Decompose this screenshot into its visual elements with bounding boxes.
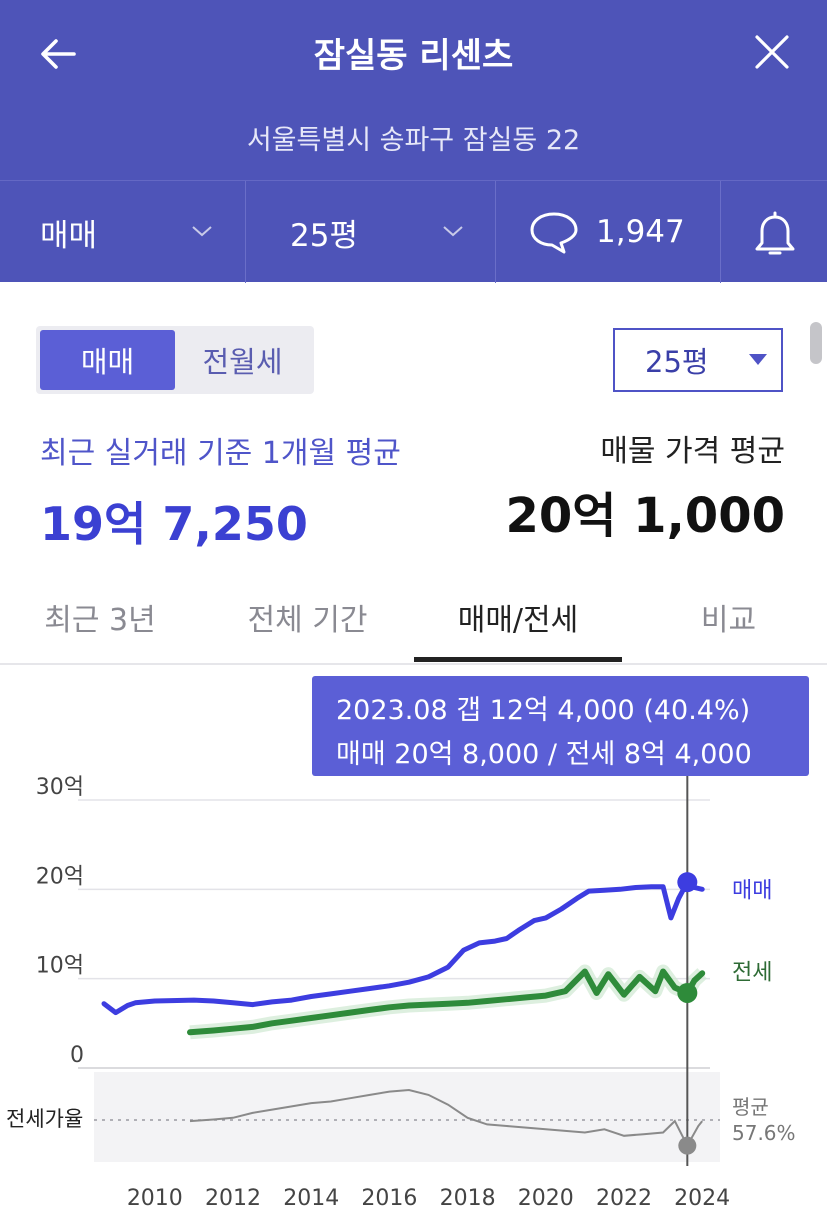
- speech-bubble-icon: [530, 212, 578, 254]
- tooltip-line2: 매매 20억 8,000 / 전세 8억 4,000: [336, 739, 752, 770]
- lease-series-label: 전세: [732, 960, 772, 985]
- scrollbar[interactable]: [810, 322, 822, 364]
- period-tabs: 최근 3년 전체 기간 매매/전세 비교: [0, 570, 827, 665]
- seg-sale[interactable]: 매매: [40, 330, 175, 390]
- x-tick-label: 2012: [205, 1186, 261, 1211]
- chart-tooltip: 2023.08 갭 12억 4,000 (40.4%) 매매 20억 8,000…: [312, 676, 809, 776]
- lease-series-line: [187, 968, 706, 1036]
- tooltip-line1: 2023.08 갭 12억 4,000 (40.4%): [336, 695, 751, 726]
- listing-price-value: 20억 1,000: [505, 488, 786, 544]
- chevron-down-icon[interactable]: [190, 219, 214, 243]
- sale-series-label: 매매: [732, 878, 772, 903]
- address: 서울특별시 송파구 잠실동 22: [246, 125, 581, 156]
- active-tab-indicator: [414, 657, 622, 662]
- highlight-point-lease: [677, 982, 698, 1003]
- size-select-value: 25평: [645, 345, 709, 379]
- size-select[interactable]: 25평: [613, 328, 783, 392]
- tab-all-period[interactable]: 전체 기간: [247, 602, 368, 638]
- page-title: 잠실동 리센츠: [313, 36, 514, 76]
- ratio-label: 전세가율: [6, 1107, 83, 1131]
- ratio-panel: [94, 1072, 720, 1162]
- x-tick-label: 2010: [127, 1186, 183, 1211]
- arrow-left-icon[interactable]: [34, 30, 82, 78]
- recent-trade-label: 최근 실거래 기준 1개월 평균: [40, 436, 401, 471]
- trade-segmented-control: 매매 전월세: [36, 326, 314, 394]
- close-icon[interactable]: [748, 28, 796, 76]
- x-tick-label: 2020: [518, 1186, 574, 1211]
- trade-type-dropdown[interactable]: 매매: [40, 181, 97, 283]
- tab-recent-3y[interactable]: 최근 3년: [44, 602, 156, 638]
- listing-price-label: 매물 가격 평균: [600, 434, 785, 469]
- recent-trade-value: 19억 7,250: [40, 497, 308, 551]
- x-tick-label: 2024: [674, 1186, 730, 1211]
- x-tick-label: 2014: [283, 1186, 339, 1211]
- filter-bar: 매매 25평 1,947: [0, 180, 827, 283]
- size-label: 25평: [290, 217, 358, 254]
- bell-icon[interactable]: [752, 211, 798, 259]
- x-tick-label: 2016: [361, 1186, 417, 1211]
- y-tick-label: 10억: [36, 954, 84, 979]
- seg-lease[interactable]: 전월세: [202, 345, 283, 379]
- y-tick-label: 20억: [36, 864, 84, 889]
- ratio-average-label: 평균: [732, 1095, 769, 1119]
- ratio-average-value: 57.6%: [732, 1121, 796, 1145]
- y-tick-label: 30억: [36, 775, 84, 800]
- chevron-down-icon[interactable]: [441, 219, 465, 243]
- ratio-line: [189, 1088, 703, 1148]
- trade-type-label: 매매: [40, 217, 98, 254]
- comment-count: 1,947: [596, 214, 685, 250]
- highlight-point-sale: [677, 872, 698, 893]
- x-tick-label: 2018: [440, 1186, 496, 1211]
- x-tick-label: 2022: [596, 1186, 652, 1211]
- app-header: 잠실동 리센츠 서울특별시 송파구 잠실동 22 매매 25평 1,947: [0, 0, 827, 283]
- caret-down-icon: [749, 354, 767, 365]
- comments-button[interactable]: 1,947: [528, 181, 685, 283]
- size-dropdown[interactable]: 25평: [290, 181, 358, 283]
- y-tick-label: 0: [70, 1043, 84, 1068]
- tab-compare[interactable]: 비교: [700, 602, 757, 638]
- tab-sale-lease[interactable]: 매매/전세: [457, 602, 579, 638]
- sale-series-line: [101, 879, 705, 1016]
- highlight-point-ratio: [678, 1136, 697, 1155]
